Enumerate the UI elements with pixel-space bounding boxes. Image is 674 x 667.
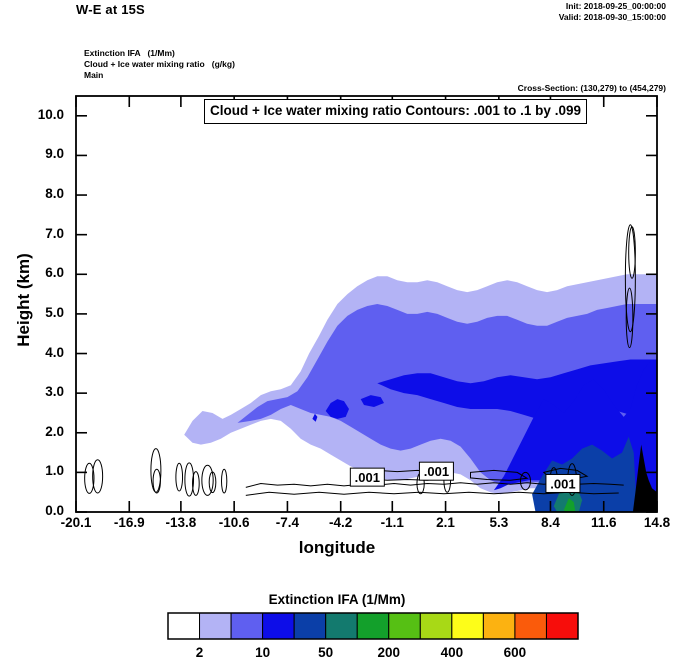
x-tick-8.4: 8.4 (541, 515, 560, 530)
x-tick-5.3: 5.3 (489, 515, 509, 530)
init-time-label: Init: 2018-09-25_00:00:00 (565, 1, 666, 11)
contour-label-box-0 (349, 467, 385, 487)
shading-layer (184, 274, 657, 512)
colorbar-cell-3[interactable] (262, 612, 295, 640)
colorbar-label-10: 10 (255, 645, 271, 660)
colorbar-label-50: 50 (318, 645, 334, 660)
colorbar-cell-5[interactable] (325, 612, 358, 640)
contour-blob-16 (625, 287, 634, 349)
colorbar-cell-6[interactable] (356, 612, 390, 640)
y-tick-0.0: 0.0 (45, 503, 64, 518)
colorbar-cell-2[interactable] (230, 612, 264, 640)
y-tick-10.0: 10.0 (37, 106, 64, 122)
terrain-mask (632, 444, 657, 512)
band-blob-1 (325, 399, 349, 419)
x-tick--7.4: -7.4 (275, 515, 300, 530)
colorbar-cell-0[interactable] (167, 612, 201, 640)
contour-blob-8 (208, 471, 217, 494)
contour-blob-12 (519, 471, 531, 491)
colorbar-cell-10[interactable] (482, 612, 516, 640)
y-tick-8.0: 8.0 (45, 186, 64, 202)
colorbar-cell-9[interactable] (451, 612, 484, 640)
domain-label: Main (84, 70, 104, 80)
x-tick--13.8: -13.8 (165, 515, 197, 530)
band-600plus (563, 498, 576, 512)
x-tick-11.6: 11.6 (590, 515, 617, 530)
y-tick-7.0: 7.0 (45, 225, 64, 241)
x-tick--1.1: -1.1 (380, 515, 404, 530)
contour-blob-6 (192, 471, 200, 496)
contour-label-box-1 (418, 461, 454, 481)
contour-blob-9 (220, 468, 228, 494)
y-tick-1.0: 1.0 (45, 463, 64, 479)
contour-blob-1 (92, 459, 104, 494)
contour-blob-7 (201, 464, 214, 496)
contour-blob-5 (184, 462, 195, 497)
x-tick-2.1: 2.1 (436, 515, 455, 530)
page-title: W-E at 15S (76, 2, 145, 17)
y-tick-2.0: 2.0 (45, 423, 64, 439)
contour-ribbon-east (470, 469, 529, 481)
x-tick--10.6: -10.6 (218, 515, 250, 530)
contour-label-layer: .001 .001 .001 (349, 461, 581, 493)
contour-label-box-2 (545, 473, 581, 493)
cross-section-label: Cross-Section: (130,279) to (454,279) (517, 83, 666, 93)
variable-label-extinction: Extinction IFA (1/Mm) (84, 48, 175, 58)
colorbar-cell-12[interactable] (545, 612, 579, 640)
contour-blob-4 (175, 462, 184, 492)
contour-label-1: .001 (424, 464, 449, 479)
x-tick--4.2: -4.2 (329, 515, 353, 530)
colorbar-frame (167, 612, 579, 640)
plot-title: Cloud + Ice water mixing ratio Contours:… (210, 103, 581, 118)
colorbar-cell-4[interactable] (293, 612, 327, 640)
colorbar-label-2: 2 (195, 645, 204, 660)
colorbar-label-200: 200 (377, 645, 401, 660)
contour-label-2: .001 (550, 476, 575, 491)
contour-ribbon-bottom (245, 491, 619, 496)
contour-blob-3 (152, 468, 161, 494)
plot-frame (75, 95, 658, 513)
contour-blob-0 (84, 462, 95, 494)
contour-blob-15 (624, 224, 636, 333)
valid-time-label: Valid: 2018-09-30_15:00:00 (558, 12, 666, 22)
y-tick-9.0: 9.0 (45, 146, 64, 162)
colorbar-cell-11[interactable] (514, 612, 547, 640)
colorbar-cell-8[interactable] (419, 612, 453, 640)
band-blob-3 (360, 395, 384, 407)
colorbar-cell-1[interactable] (199, 612, 232, 640)
y-tick-3.0: 3.0 (45, 384, 64, 400)
x-tick--16.9: -16.9 (113, 515, 145, 530)
band-blob-2 (312, 413, 318, 422)
colorbar-title: Extinction IFA (1/Mm) (268, 592, 406, 607)
plot-title-box: Cloud + Ice water mixing ratio Contours:… (204, 99, 587, 124)
y-tick-5.0: 5.0 (45, 304, 64, 320)
y-tick-6.0: 6.0 (45, 265, 64, 281)
colorbar (167, 612, 579, 640)
x-tick--20.1: -20.1 (60, 515, 92, 530)
contour-label-0: .001 (355, 470, 380, 485)
contour-blob-17 (628, 226, 636, 279)
variable-label-mixing-ratio: Cloud + Ice water mixing ratio (g/kg) (84, 59, 235, 69)
y-tick-4.0: 4.0 (45, 344, 64, 360)
colorbar-label-600: 600 (503, 645, 527, 660)
x-tick-14.8: 14.8 (643, 515, 671, 530)
x-axis-label: longitude (298, 538, 376, 557)
colorbar-cell-7[interactable] (388, 612, 421, 640)
colorbar-label-400: 400 (440, 645, 464, 660)
